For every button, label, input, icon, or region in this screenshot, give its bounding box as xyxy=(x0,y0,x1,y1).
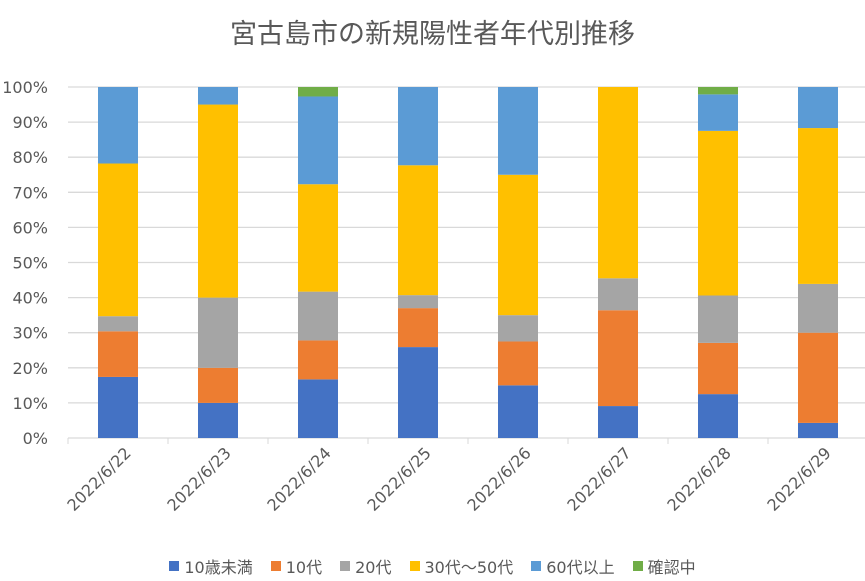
legend-label: 30代～50代 xyxy=(424,558,514,577)
legend-swatch xyxy=(169,561,180,571)
bar-segment xyxy=(698,394,738,438)
bar-segment xyxy=(798,283,838,333)
legend-item: 60代以上 xyxy=(531,554,615,578)
y-tick-label: 20% xyxy=(12,359,48,378)
x-tick-label: 2022/6/29 xyxy=(763,443,834,514)
bar-segment xyxy=(598,278,638,311)
bar-segment xyxy=(98,87,138,164)
y-tick-label: 90% xyxy=(12,113,48,132)
bar-segment xyxy=(698,342,738,395)
x-tick-label: 2022/6/23 xyxy=(163,443,234,514)
y-tick-label: 30% xyxy=(12,324,48,343)
bar-segment xyxy=(798,128,838,284)
x-tick-label: 2022/6/26 xyxy=(463,443,534,514)
bar-segment xyxy=(398,87,438,166)
bar-segment xyxy=(398,165,438,296)
legend-label: 20代 xyxy=(355,558,392,577)
bar-segment xyxy=(498,385,538,438)
bar-segment xyxy=(98,316,138,332)
bar-segment xyxy=(398,295,438,309)
x-tick-label: 2022/6/22 xyxy=(63,443,134,514)
bar-segment xyxy=(298,96,338,185)
chart-title: 宮古島市の新規陽性者年代別推移 xyxy=(230,19,635,50)
x-tick-label: 2022/6/27 xyxy=(563,443,634,514)
legend-swatch xyxy=(632,561,643,571)
bar-segment xyxy=(298,291,338,341)
bar-segment xyxy=(398,347,438,438)
bar-segment xyxy=(298,379,338,438)
bar-segment xyxy=(498,341,538,386)
bar-segment xyxy=(598,310,638,407)
legend-swatch xyxy=(531,561,542,571)
y-tick-label: 0% xyxy=(23,429,48,448)
bar-segment xyxy=(798,332,838,423)
y-tick-label: 40% xyxy=(12,289,48,308)
bar-segment xyxy=(798,422,838,438)
bar-segment xyxy=(298,184,338,292)
bar-segment xyxy=(698,94,738,131)
bar-segment xyxy=(398,308,438,348)
y-tick-label: 100% xyxy=(2,78,48,97)
legend-item: 確認中 xyxy=(632,554,696,578)
bar-segment xyxy=(498,174,538,316)
bar-segment xyxy=(298,340,338,380)
bar-segment xyxy=(198,297,238,368)
x-tick-label: 2022/6/25 xyxy=(363,443,434,514)
legend-swatch xyxy=(340,561,351,571)
bar-segment xyxy=(598,87,638,279)
x-tick-label: 2022/6/24 xyxy=(263,443,334,514)
bar-segment xyxy=(598,406,638,438)
legend-item: 10代 xyxy=(270,554,323,578)
bar-segment xyxy=(498,315,538,342)
legend-label: 10歳未満 xyxy=(184,558,253,577)
y-tick-label: 60% xyxy=(12,218,48,237)
legend-label: 60代以上 xyxy=(546,558,615,577)
legend-item: 20代 xyxy=(340,554,392,578)
legend-swatch xyxy=(409,561,420,571)
bar-segment xyxy=(98,331,138,377)
x-tick-label: 2022/6/28 xyxy=(663,443,734,514)
bar-segment xyxy=(198,104,238,298)
bar-segment xyxy=(698,87,738,95)
y-tick-label: 50% xyxy=(12,254,48,273)
bar-segment xyxy=(198,367,238,403)
y-tick-label: 80% xyxy=(12,148,48,167)
legend: 10歳未満 10代 20代 30代～50代 60代以上 確認中 xyxy=(0,554,865,578)
bar-segment xyxy=(698,295,738,343)
bar-segment xyxy=(98,376,138,438)
bar-segment xyxy=(798,87,838,129)
bar-segment xyxy=(98,163,138,317)
legend-item: 30代～50代 xyxy=(409,554,514,578)
bar-segment xyxy=(298,87,338,97)
bar-segment xyxy=(198,87,238,105)
legend-label: 確認中 xyxy=(647,558,696,577)
bar-segment xyxy=(698,130,738,296)
bar-segment xyxy=(498,87,538,175)
legend-swatch xyxy=(270,561,281,571)
legend-item: 10歳未満 xyxy=(169,554,253,578)
y-tick-label: 10% xyxy=(12,394,48,413)
y-tick-label: 70% xyxy=(12,183,48,202)
bar-segment xyxy=(198,402,238,438)
legend-label: 10代 xyxy=(285,558,323,577)
